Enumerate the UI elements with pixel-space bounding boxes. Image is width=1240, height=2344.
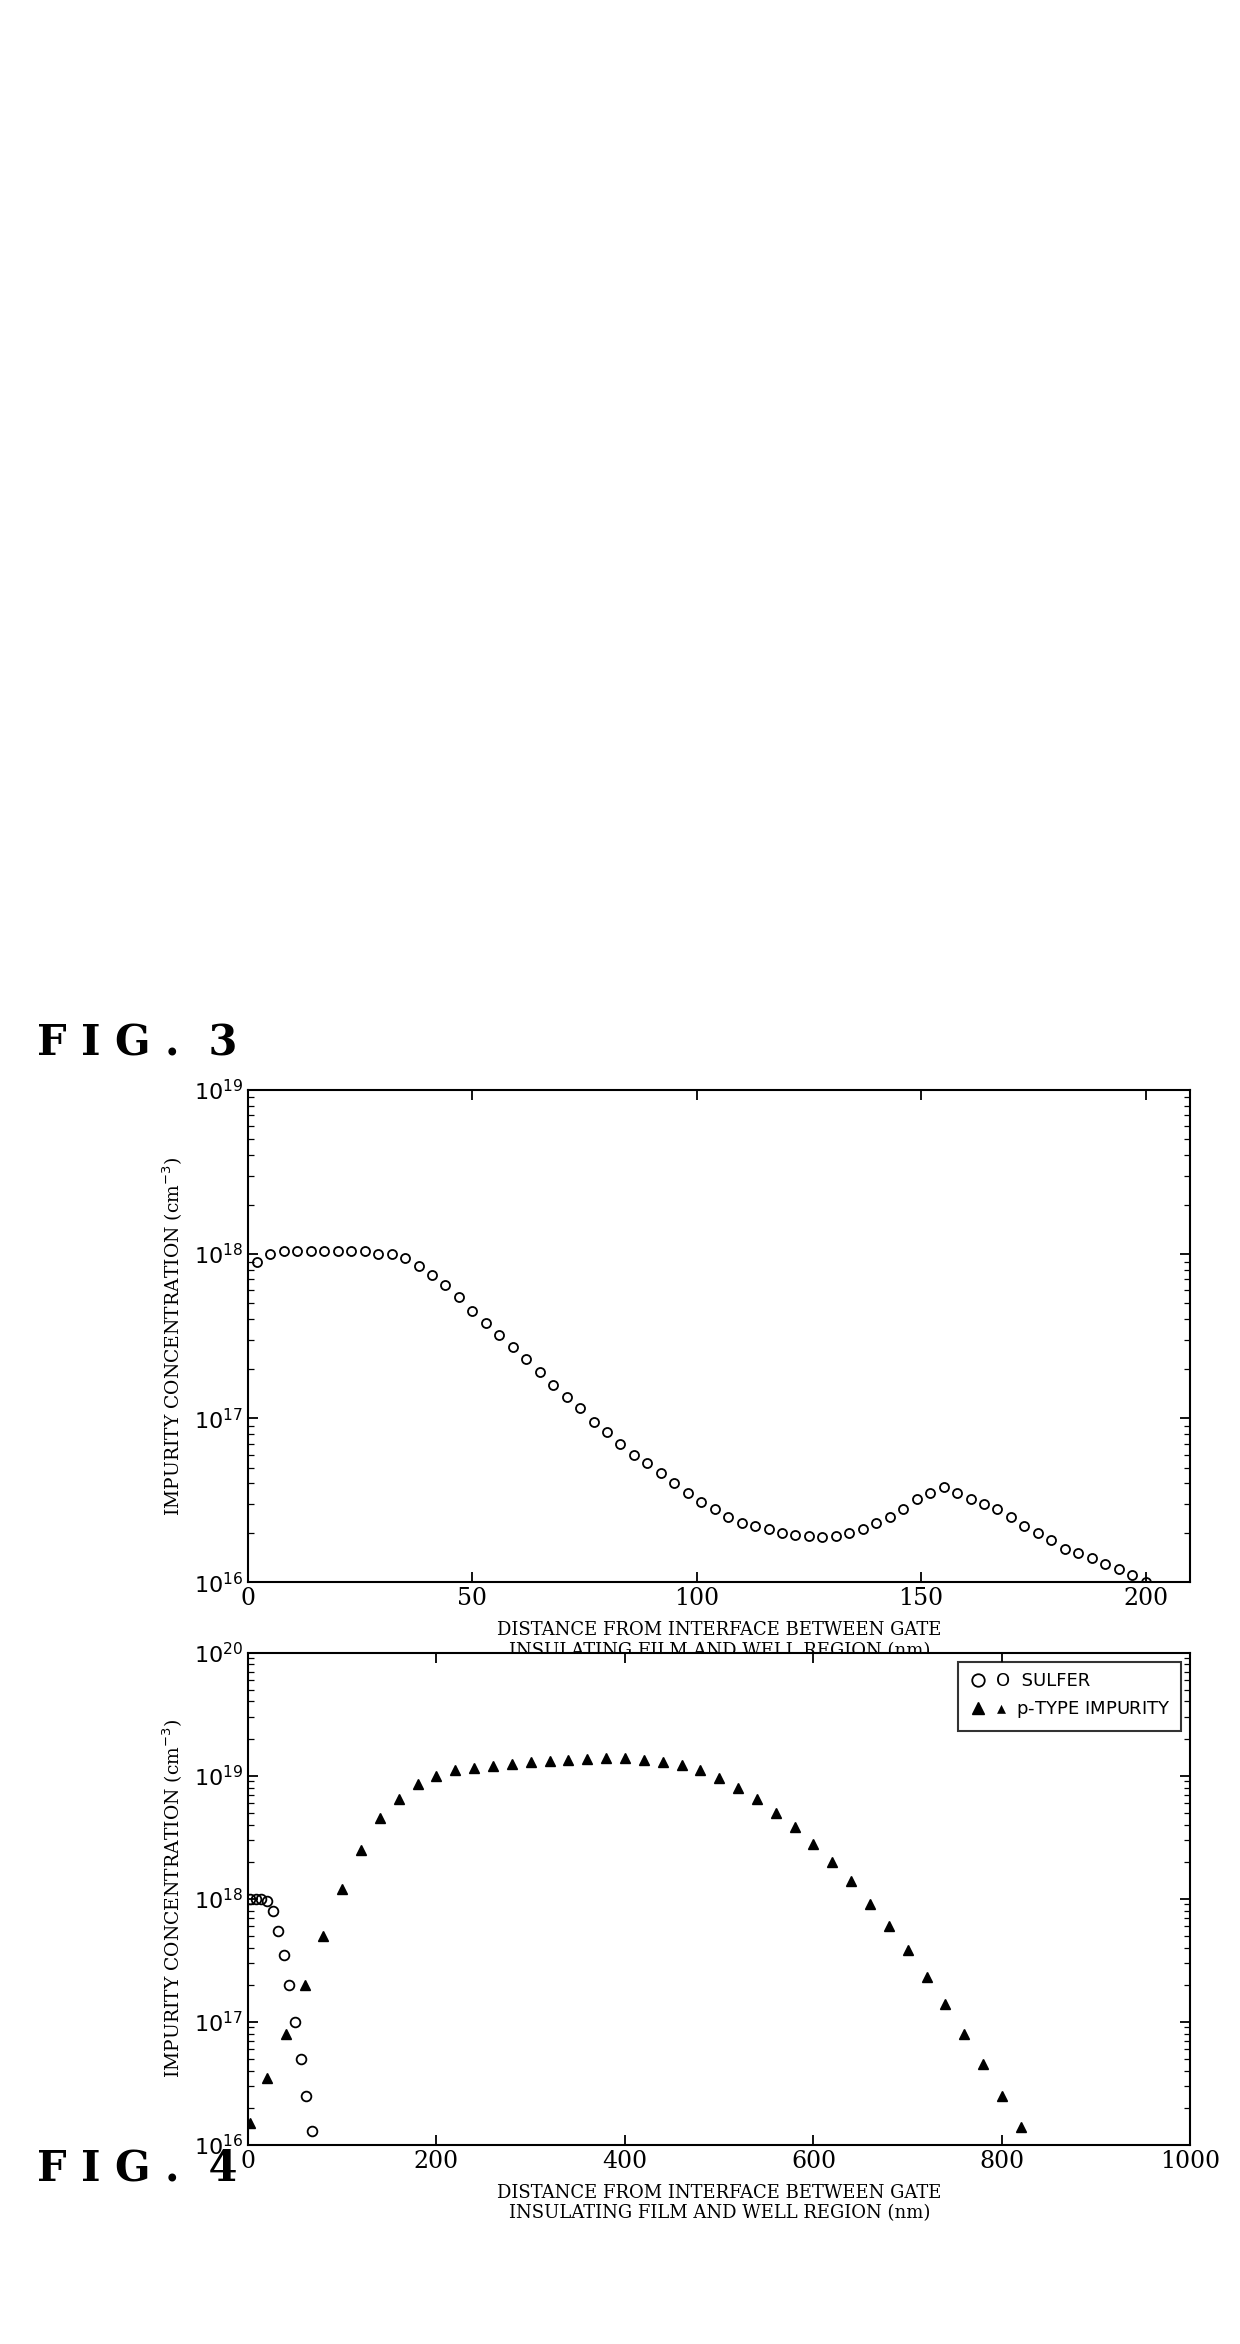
X-axis label: DISTANCE FROM INTERFACE BETWEEN GATE
INSULATING FILM AND WELL REGION (nm): DISTANCE FROM INTERFACE BETWEEN GATE INS… — [497, 2185, 941, 2222]
Text: F I G .  3: F I G . 3 — [37, 1022, 238, 1064]
Y-axis label: IMPURITY CONCENTRATION (cm$^{-3}$): IMPURITY CONCENTRATION (cm$^{-3}$) — [161, 1718, 186, 2079]
Legend: O  SULFER, $\blacktriangle$  p-TYPE IMPURITY: O SULFER, $\blacktriangle$ p-TYPE IMPURI… — [959, 1662, 1182, 1732]
Y-axis label: IMPURITY CONCENTRATION (cm$^{-3}$): IMPURITY CONCENTRATION (cm$^{-3}$) — [161, 1156, 186, 1517]
X-axis label: DISTANCE FROM INTERFACE BETWEEN GATE
INSULATING FILM AND WELL REGION (nm): DISTANCE FROM INTERFACE BETWEEN GATE INS… — [497, 1622, 941, 1660]
Text: F I G .  4: F I G . 4 — [37, 2147, 238, 2189]
